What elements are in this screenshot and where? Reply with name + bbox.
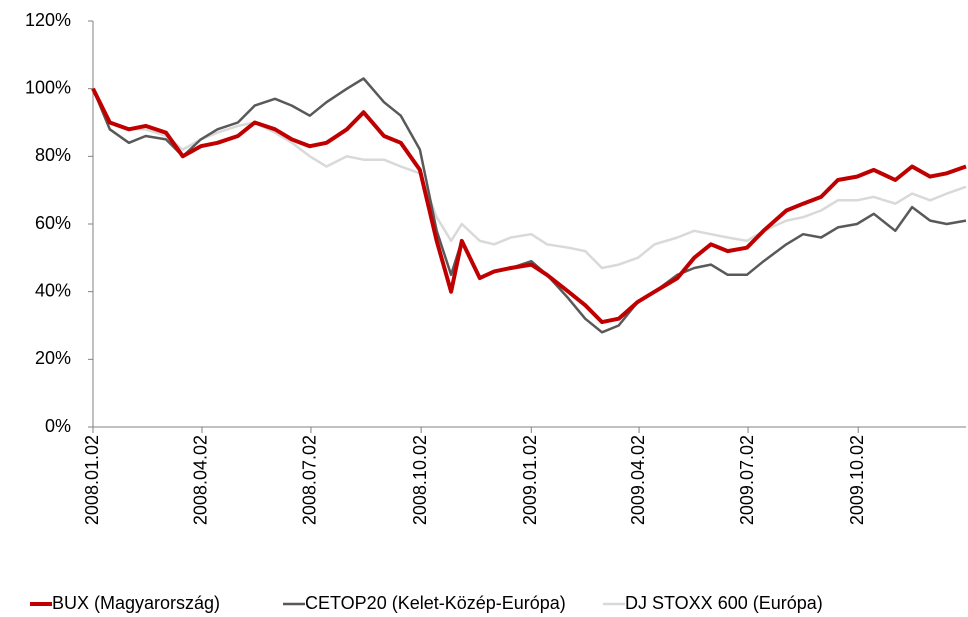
series-line: [91, 87, 967, 325]
series-line: [91, 77, 967, 334]
series-line: [91, 88, 967, 270]
x-tick-label: 2008.01.02: [82, 435, 102, 525]
x-tick-label: 2008.04.02: [191, 435, 211, 525]
legend-label: BUX (Magyarország): [52, 593, 220, 613]
y-tick-label: 0%: [45, 416, 71, 436]
y-tick-label: 100%: [25, 77, 71, 97]
y-tick-label: 80%: [35, 145, 71, 165]
x-tick-label: 2009.07.02: [737, 435, 757, 525]
y-tick-label: 40%: [35, 280, 71, 300]
x-tick-label: 2009.04.02: [628, 435, 648, 525]
x-tick-label: 2008.07.02: [300, 435, 320, 525]
y-tick-label: 20%: [35, 348, 71, 368]
legend-label: CETOP20 (Kelet-Közép-Európa): [305, 593, 566, 613]
y-tick-label: 120%: [25, 10, 71, 30]
legend-label: DJ STOXX 600 (Európa): [625, 593, 823, 613]
y-tick-label: 60%: [35, 213, 71, 233]
x-tick-label: 2009.10.02: [847, 435, 867, 525]
x-tick-label: 2009.01.02: [520, 435, 540, 525]
x-tick-label: 2008.10.02: [410, 435, 430, 525]
